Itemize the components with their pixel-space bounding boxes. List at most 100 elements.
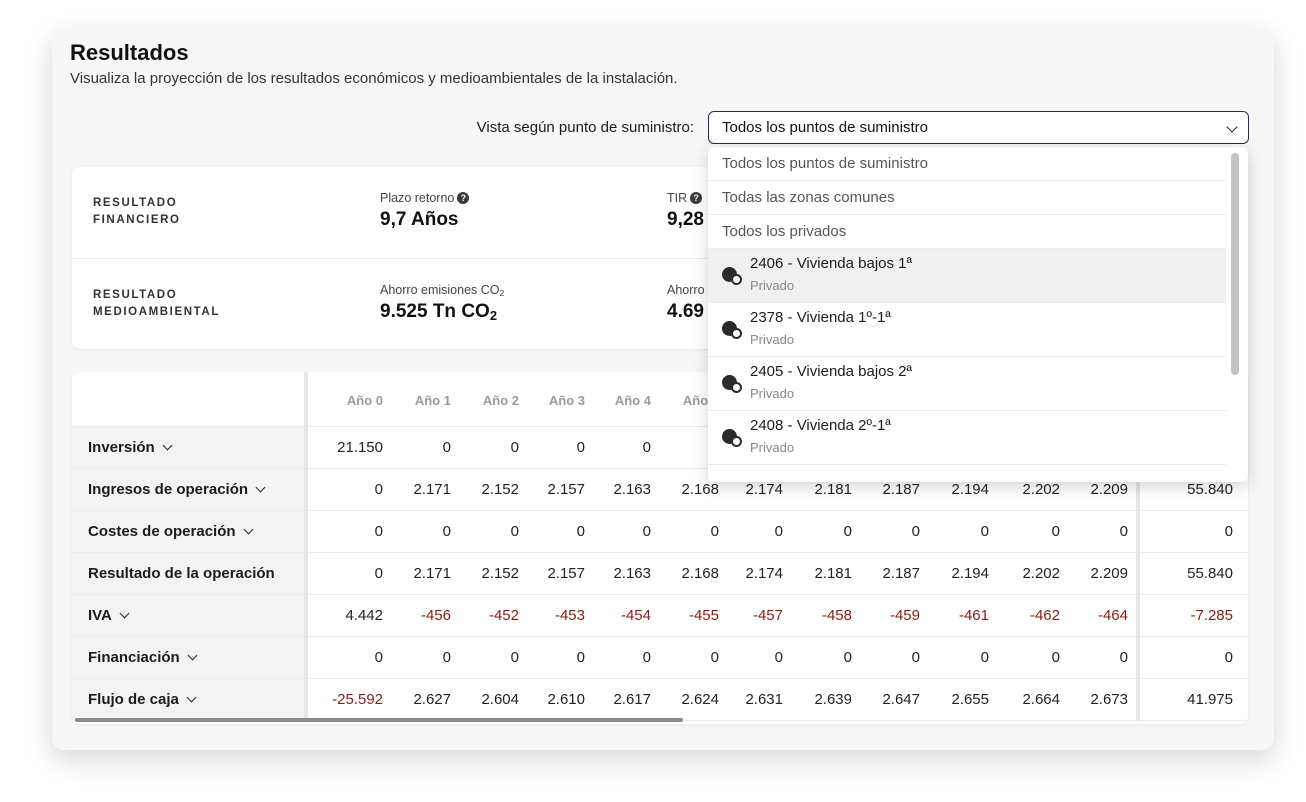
chevron-down-icon[interactable] <box>119 608 130 618</box>
column-header: Año 4 <box>593 372 659 427</box>
table-row: Costes de operación 0 0 0 0 0 0 0 0 0 0 0 0 0 <box>72 510 1248 553</box>
emissions-value: 9.525 Tn CO2 <box>380 301 497 323</box>
table-cell: 0 <box>391 636 459 679</box>
supply-point-select[interactable]: Todos los puntos de suministro <box>708 111 1249 144</box>
dropdown-supply-item[interactable]: 2405 - Vivienda bajos 2ª Privado <box>708 357 1226 411</box>
column-header: Año 2 <box>459 372 527 427</box>
dropdown-scrollbar[interactable] <box>1231 153 1239 375</box>
savings-label: Ahorro <box>667 283 705 297</box>
table-cell: 0 <box>459 426 527 469</box>
table-cell: 0 <box>306 552 391 595</box>
table-cell: 0 <box>928 636 997 679</box>
user-energy-icon <box>722 267 742 285</box>
chevron-down-icon[interactable] <box>255 482 266 492</box>
table-cell: 2.157 <box>527 552 593 595</box>
table-cell: 0 <box>527 510 593 553</box>
table-cell: 0 <box>306 636 391 679</box>
chevron-down-icon[interactable] <box>186 692 197 702</box>
row-label[interactable]: Flujo de caja <box>72 678 308 721</box>
row-label[interactable]: IVA <box>72 594 308 637</box>
financial-result-row: RESULTADO FINANCIERO Plazo retorno? 9,7 … <box>72 167 732 258</box>
table-cell: 0 <box>659 510 727 553</box>
table-cell: 0 <box>791 636 860 679</box>
dropdown-option[interactable]: Todos los privados <box>708 215 1226 249</box>
table-cell: 2.163 <box>593 468 659 511</box>
table-cell: 0 <box>527 636 593 679</box>
table-cell: 41.975 <box>1136 678 1248 721</box>
table-cell: 2.174 <box>727 552 791 595</box>
table-cell: -461 <box>928 594 997 637</box>
table-cell: 2.624 <box>659 678 727 721</box>
financial-result-label: RESULTADO FINANCIERO <box>93 195 243 229</box>
help-icon[interactable]: ? <box>457 192 470 204</box>
table-cell: 0 <box>997 510 1068 553</box>
table-cell: 2.181 <box>791 552 860 595</box>
row-label: Resultado de la operación <box>72 552 308 595</box>
payback-label-text: Plazo retorno <box>380 191 455 205</box>
table-cell: 2.152 <box>459 552 527 595</box>
table-cell: 2.610 <box>527 678 593 721</box>
page-title: Resultados <box>70 40 189 65</box>
chevron-down-icon[interactable] <box>243 524 253 534</box>
table-cell: 0 <box>459 510 527 553</box>
horizontal-scrollbar[interactable] <box>75 718 683 722</box>
help-icon[interactable]: ? <box>690 192 703 204</box>
table-cell: 55.840 <box>1136 552 1248 595</box>
emissions-value-text: 9.525 Tn CO <box>380 301 490 322</box>
item-subtitle: Privado <box>750 440 795 455</box>
environmental-result-row: RESULTADO MEDIOAMBIENTAL Ahorro emisione… <box>72 258 732 349</box>
table-cell: 2.639 <box>791 678 860 721</box>
table-cell: 0 <box>928 510 997 553</box>
table-cell: -455 <box>659 594 727 637</box>
table-cell: 2.664 <box>997 678 1068 721</box>
table-cell: 2.194 <box>928 552 997 595</box>
table-cell: -464 <box>1068 594 1138 637</box>
table-cell: 0 <box>860 636 928 679</box>
table-cell: 0 <box>1068 636 1138 679</box>
table-row: Ingresos de operación 0 2.171 2.152 2.157 2.1… <box>72 468 1248 511</box>
emissions-label-sub: 2 <box>499 288 505 299</box>
summary-panel: RESULTADO FINANCIERO Plazo retorno? 9,7 … <box>72 167 732 349</box>
row-label[interactable]: Financiación <box>72 636 308 679</box>
table-cell: -7.285 <box>1136 594 1248 637</box>
tir-label: TIR? <box>667 191 703 205</box>
user-energy-icon <box>722 375 742 393</box>
table-cell: 0 <box>459 636 527 679</box>
dropdown-option[interactable]: Todos los puntos de suministro <box>708 147 1226 181</box>
projection-table: Año 0 Año 1 Año 2 Año 3 Año 4 Año 5 Inversión… <box>72 372 1248 721</box>
row-label-text: Inversión <box>88 438 155 456</box>
table-cell: -454 <box>593 594 659 637</box>
table-cell: 0 <box>997 636 1068 679</box>
table-cell: 21.150 <box>306 426 391 469</box>
row-label[interactable]: Inversión <box>72 426 308 469</box>
table-cell: 2.202 <box>997 552 1068 595</box>
table-cell: 2.171 <box>391 552 459 595</box>
item-subtitle: Privado <box>750 332 795 347</box>
savings-value: 4.69 <box>667 301 704 322</box>
table-cell: 2.168 <box>659 468 727 511</box>
item-title: 2405 - Vivienda bajos 2ª <box>750 363 913 380</box>
tir-value: 9,28 <box>667 209 704 230</box>
supply-point-select-value: Todos los puntos de suministro <box>722 119 928 136</box>
table-cell: 2.627 <box>391 678 459 721</box>
table-cell: 2.209 <box>1068 552 1138 595</box>
chevron-down-icon[interactable] <box>162 440 173 450</box>
environmental-result-label: RESULTADO MEDIOAMBIENTAL <box>93 287 243 321</box>
row-label[interactable]: Ingresos de operación <box>72 468 308 511</box>
emissions-label-text: Ahorro emisiones CO <box>380 283 500 297</box>
results-card: Resultados Visualiza la proyección de lo… <box>52 28 1274 750</box>
table-cell: 0 <box>727 510 791 553</box>
dropdown-option[interactable]: Todas las zonas comunes <box>708 181 1226 215</box>
dropdown-supply-item[interactable]: 2378 - Vivienda 1º-1ª Privado <box>708 303 1226 357</box>
table-cell: 2.163 <box>593 552 659 595</box>
dropdown-supply-item[interactable]: 2408 - Vivienda 2º-1ª Privado <box>708 411 1226 465</box>
dropdown-supply-item[interactable]: 2406 - Vivienda bajos 1ª Privado <box>708 249 1226 303</box>
table-cell: 0 <box>593 636 659 679</box>
supply-point-dropdown: Todos los puntos de suministro Todas las… <box>708 147 1248 482</box>
tir-label-text: TIR <box>667 191 688 205</box>
table-cell: 0 <box>860 510 928 553</box>
table-cell: -462 <box>997 594 1068 637</box>
item-subtitle: Privado <box>750 278 795 293</box>
row-label[interactable]: Costes de operación <box>72 510 308 553</box>
chevron-down-icon[interactable] <box>187 650 198 660</box>
